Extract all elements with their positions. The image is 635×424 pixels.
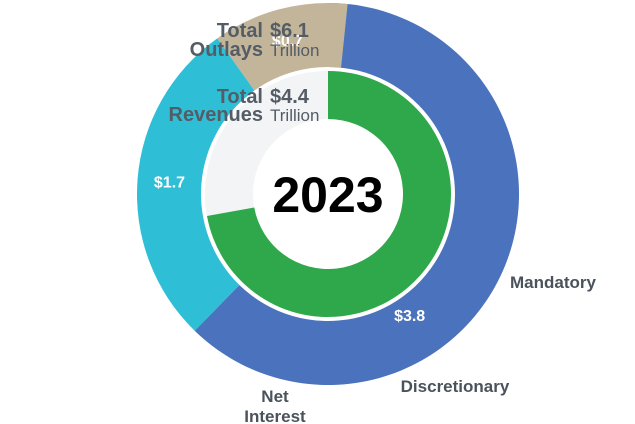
revenues-label-line1: Total bbox=[217, 86, 263, 108]
value-label-discretionary: $1.7 bbox=[154, 175, 185, 192]
outlays-value: $6.1 bbox=[270, 20, 309, 42]
revenues-unit: Trillion bbox=[270, 106, 319, 125]
revenue-arc bbox=[206, 71, 451, 317]
category-label-mandatory: Mandatory bbox=[510, 273, 597, 292]
value-label-net-interest: $0.7 bbox=[272, 33, 303, 50]
outlays-unit: Trillion bbox=[270, 41, 319, 60]
outer-ring-slices bbox=[137, 2, 519, 386]
slice-discretionary bbox=[137, 38, 255, 331]
slice-mandatory bbox=[194, 3, 519, 386]
outlays-label-line2: Outlays bbox=[190, 39, 263, 61]
outlays-label-line1: Total bbox=[217, 20, 263, 42]
revenues-value: $4.4 bbox=[270, 86, 310, 108]
chart-title-year: 2023 bbox=[272, 167, 383, 223]
category-label-net-interest-1: Net bbox=[261, 387, 289, 406]
category-label-net-interest-2: Interest bbox=[244, 407, 306, 424]
revenues-label-line2: Revenues bbox=[169, 104, 264, 126]
value-label-mandatory: $3.8 bbox=[394, 308, 425, 325]
slice-net-interest bbox=[217, 2, 348, 91]
category-label-discretionary: Discretionary bbox=[401, 377, 510, 396]
slice-labels: $3.8 Mandatory $1.7 Discretionary $0.7 NetInt… bbox=[154, 33, 597, 424]
